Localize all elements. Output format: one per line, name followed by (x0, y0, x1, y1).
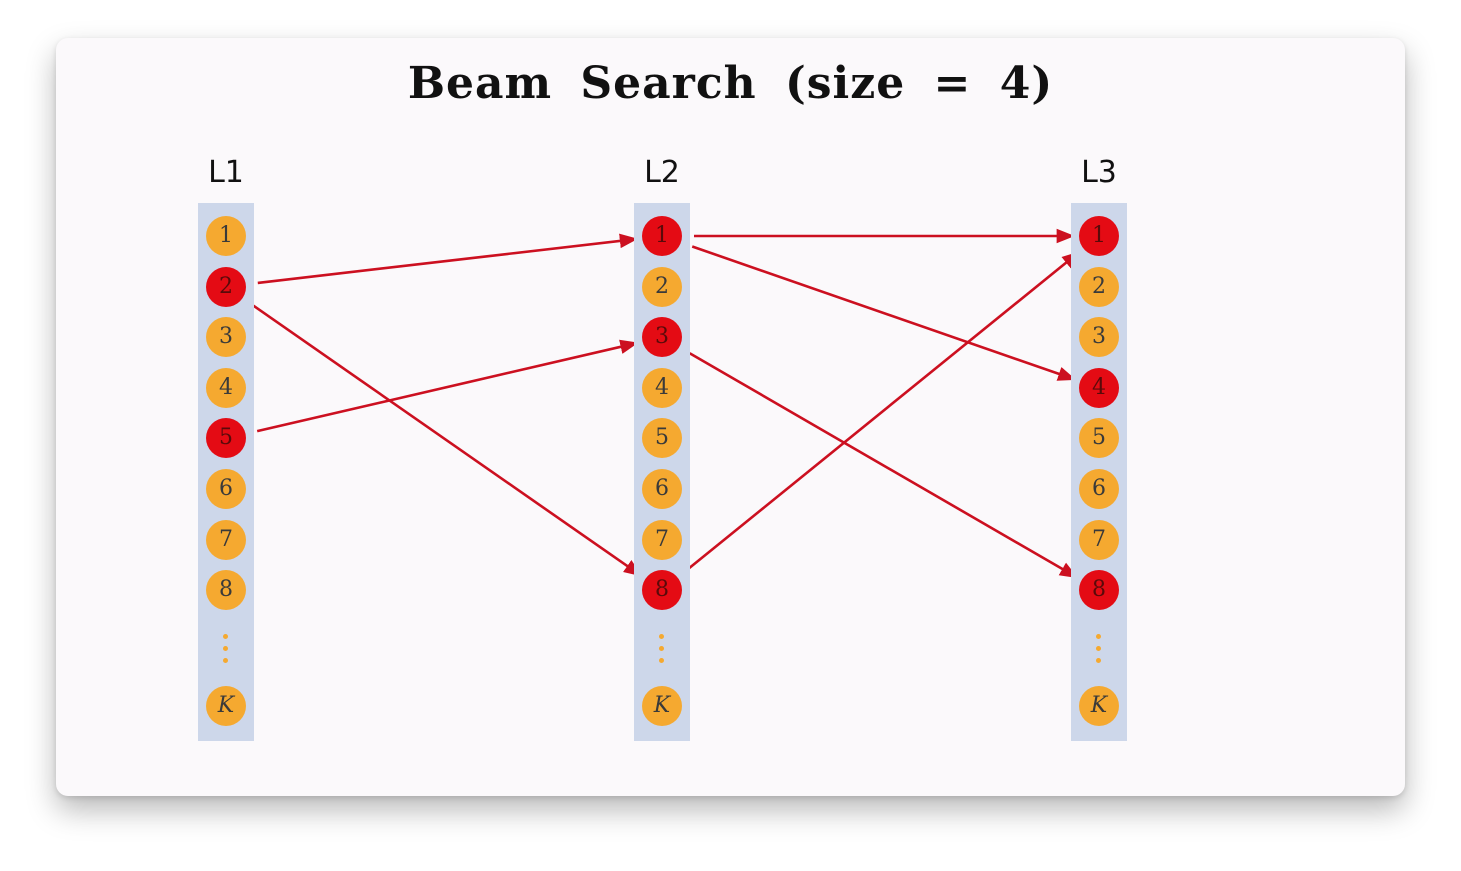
node-l1-8: 8 (206, 570, 246, 611)
layer-label-l1: L1 (208, 155, 244, 190)
node-l1-2-selected: 2 (206, 266, 246, 307)
node-l3-7: 7 (1079, 519, 1119, 560)
node-l2-k: K (642, 686, 682, 726)
node-l3-6: 6 (1079, 469, 1119, 509)
node-l2-5: 5 (642, 418, 682, 459)
ellipsis-l3 (1096, 634, 1102, 670)
node-l3-8-selected: 8 (1079, 570, 1119, 611)
node-l1-7: 7 (206, 519, 246, 560)
ellipsis-l1 (223, 634, 229, 670)
node-l1-6: 6 (206, 469, 246, 509)
node-l1-5-selected: 5 (206, 418, 246, 459)
ellipsis-dot (1096, 634, 1101, 639)
edge-l1-5-to-l2-3 (256, 339, 639, 433)
node-l1-4: 4 (206, 367, 246, 408)
ellipsis-dot (223, 646, 228, 651)
node-l2-8-selected: 8 (642, 570, 682, 611)
node-l3-k: K (1079, 686, 1119, 726)
layer-label-l3: L3 (1081, 155, 1117, 190)
node-l3-2: 2 (1079, 266, 1119, 307)
layer-label-l2: L2 (644, 155, 680, 190)
edge-l1-2-to-l2-8 (251, 303, 643, 577)
diagram-title: Beam Search (size = 4) (407, 58, 1054, 109)
ellipsis-dot (659, 634, 664, 639)
node-l3-5: 5 (1079, 418, 1119, 459)
node-l3-1-selected: 1 (1079, 216, 1119, 256)
ellipsis-dot (223, 634, 228, 639)
node-l1-k: K (206, 686, 246, 726)
diagram-card (56, 38, 1405, 796)
node-l3-4-selected: 4 (1079, 367, 1119, 408)
edge-l2-3-to-l3-8 (689, 352, 1079, 579)
node-l2-1-selected: 1 (642, 216, 682, 256)
node-l1-1: 1 (206, 216, 246, 256)
ellipsis-dot (1096, 646, 1101, 651)
node-l2-7: 7 (642, 519, 682, 560)
ellipsis-dot (223, 658, 228, 663)
edge-l2-1-to-l3-4 (691, 245, 1077, 381)
ellipsis-dot (1096, 658, 1101, 663)
ellipsis-dot (659, 646, 664, 651)
node-l2-6: 6 (642, 469, 682, 509)
node-l3-3: 3 (1079, 317, 1119, 358)
node-l1-3: 3 (206, 317, 246, 358)
ellipsis-l2 (659, 634, 665, 670)
ellipsis-dot (659, 658, 664, 663)
edge-l1-2-to-l2-1 (257, 233, 638, 285)
node-l2-4: 4 (642, 367, 682, 408)
edge-l2-8-to-l3-1 (686, 251, 1081, 572)
node-l2-3-selected: 3 (642, 317, 682, 358)
node-l2-2: 2 (642, 266, 682, 307)
